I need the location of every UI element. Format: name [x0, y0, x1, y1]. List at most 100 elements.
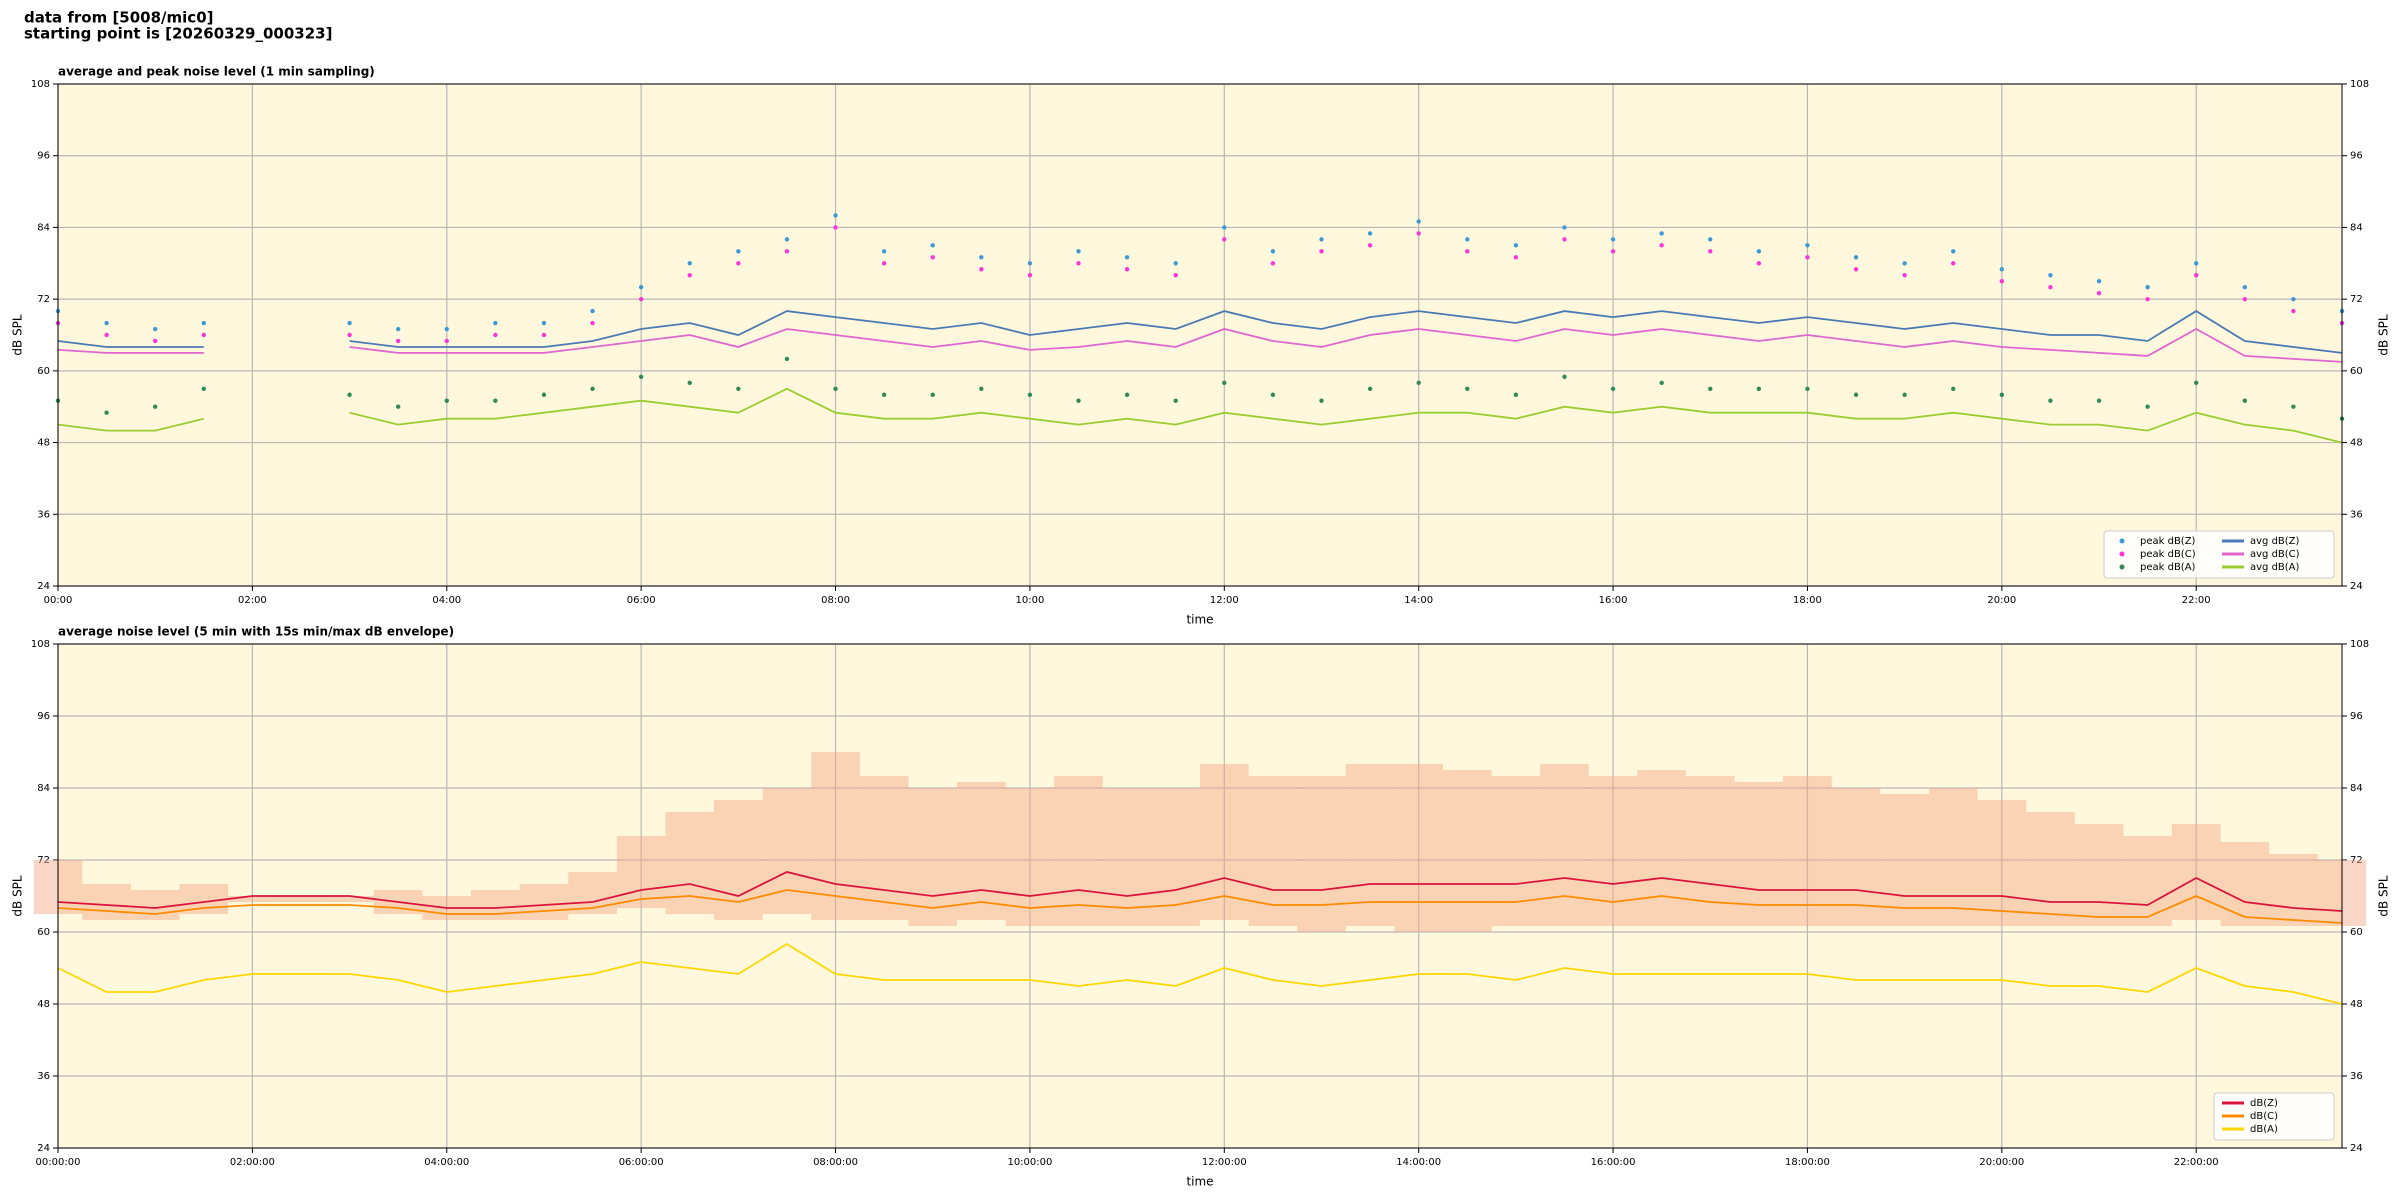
legend-marker — [2119, 551, 2125, 557]
peak-point — [687, 273, 692, 278]
x-tick-label: 10:00 — [1016, 595, 1045, 606]
envelope-band — [1831, 788, 1881, 926]
peak-point — [979, 386, 984, 391]
y2-tick-label: 36 — [2350, 1071, 2363, 1082]
x-tick-label: 08:00 — [821, 595, 850, 606]
x-tick-label: 12:00:00 — [1202, 1157, 1247, 1168]
peak-point — [1610, 386, 1616, 391]
peak-point — [1610, 249, 1616, 254]
peak-point — [2242, 296, 2248, 302]
peak-point — [1951, 261, 1956, 266]
envelope-band — [1880, 794, 1929, 926]
y2-tick-label: 108 — [2350, 639, 2369, 650]
header-line: data from [5008/mic0] — [24, 9, 214, 27]
peak-point — [590, 308, 595, 314]
peak-point — [152, 338, 158, 344]
peak-point — [104, 332, 109, 338]
peak-point — [1076, 261, 1081, 266]
envelope-band — [519, 884, 569, 920]
y-tick-label: 108 — [31, 639, 50, 650]
x-tick-label: 14:00:00 — [1396, 1157, 1441, 1168]
peak-point — [1708, 237, 1713, 242]
x-tick-label: 02:00:00 — [230, 1157, 275, 1168]
y2-tick-label: 60 — [2350, 927, 2363, 938]
y2-tick-label: 60 — [2350, 366, 2363, 377]
envelope-band — [276, 896, 326, 902]
envelope-band — [1394, 764, 1443, 932]
peak-point — [1222, 380, 1227, 386]
peak-point — [687, 261, 692, 266]
envelope-band — [325, 896, 374, 902]
x-tick-label: 16:00 — [1599, 595, 1628, 606]
peak-point — [1805, 386, 1810, 391]
series-line — [57, 942, 2343, 1005]
series-line — [57, 327, 2343, 363]
envelope-band — [1102, 788, 1152, 926]
y-axis-label: dB SPL — [11, 314, 25, 356]
peak-point — [1465, 386, 1470, 391]
peak-point — [104, 320, 109, 326]
envelope-band — [1540, 764, 1589, 926]
peak-point — [1270, 392, 1276, 397]
peak-point — [1319, 237, 1324, 242]
y-tick-label: 96 — [37, 711, 50, 722]
plot-frame — [57, 83, 2343, 587]
peak-point — [833, 386, 838, 391]
peak-point — [541, 332, 547, 338]
peak-point — [1902, 261, 1907, 266]
legend-label: peak dB(C) — [2140, 549, 2196, 560]
peak-point — [1659, 380, 1664, 386]
y2-tick-label: 96 — [2350, 151, 2363, 162]
y-tick-label: 24 — [37, 581, 50, 592]
y2-tick-label: 84 — [2350, 222, 2363, 233]
y-tick-label: 108 — [31, 79, 50, 90]
y2-tick-label: 108 — [2350, 79, 2369, 90]
peak-point — [1027, 261, 1033, 266]
y-tick-label: 72 — [37, 294, 50, 305]
envelope-band — [179, 884, 229, 914]
peak-point — [1270, 249, 1276, 254]
envelope-band — [1588, 776, 1638, 926]
series-line — [57, 871, 2343, 912]
peak-point — [1853, 267, 1859, 272]
peak-point — [104, 410, 109, 415]
peak-point — [784, 237, 790, 242]
x-axis-label: time — [1186, 613, 1213, 627]
chart-title: average and peak noise level (1 min samp… — [58, 65, 375, 79]
peak-point — [1513, 255, 1519, 260]
y-tick-label: 72 — [37, 855, 50, 866]
peak-point — [687, 380, 692, 386]
envelope-band — [1297, 776, 1346, 932]
y-tick-label: 24 — [37, 1143, 50, 1154]
envelope-band — [908, 788, 958, 926]
y2-tick-label: 24 — [2350, 1143, 2363, 1154]
x-tick-label: 04:00 — [432, 595, 461, 606]
y2-tick-label: 36 — [2350, 509, 2363, 520]
peak-point — [1951, 386, 1956, 391]
peak-point — [201, 320, 206, 326]
envelope-band — [616, 836, 666, 908]
peak-point — [201, 386, 206, 391]
y2-tick-label: 24 — [2350, 581, 2363, 592]
peak-point — [1416, 219, 1421, 224]
envelope-band — [1783, 776, 1832, 926]
envelope-band — [1734, 782, 1784, 926]
peak-point — [1562, 225, 1567, 230]
envelope-band — [2074, 824, 2124, 926]
peak-point — [979, 255, 984, 260]
peak-point — [1805, 255, 1810, 260]
peak-point — [2242, 398, 2248, 403]
y-tick-label: 36 — [37, 1071, 50, 1082]
x-tick-label: 16:00:00 — [1591, 1157, 1636, 1168]
peak-point — [784, 249, 790, 254]
y2-tick-label: 96 — [2350, 711, 2363, 722]
envelope-band — [471, 890, 520, 920]
peak-point — [881, 392, 887, 397]
peak-point — [1562, 374, 1567, 380]
legend-marker — [2119, 538, 2125, 544]
y-tick-label: 84 — [37, 222, 50, 233]
legend-label: dB(Z) — [2250, 1098, 2278, 1109]
peak-point — [1076, 398, 1081, 403]
y-tick-label: 84 — [37, 783, 50, 794]
header-line: starting point is [20260329_000323] — [24, 25, 332, 43]
